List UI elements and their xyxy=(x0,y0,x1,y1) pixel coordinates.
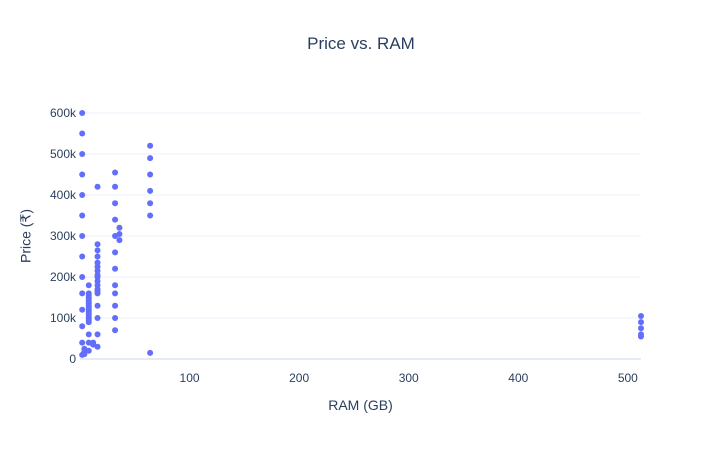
data-point xyxy=(79,110,86,116)
y-tick-label: 100k xyxy=(50,311,77,325)
x-tick-label: 400 xyxy=(508,371,528,385)
data-point xyxy=(638,333,644,340)
data-point xyxy=(94,290,101,297)
data-point xyxy=(81,351,88,358)
data-point xyxy=(79,323,86,330)
y-axis-title: Price (₹) xyxy=(17,208,34,264)
data-point xyxy=(638,319,644,326)
x-tick-label: 100 xyxy=(180,371,200,385)
data-point xyxy=(112,216,119,223)
data-point xyxy=(94,331,101,338)
data-point xyxy=(147,212,154,219)
data-point xyxy=(94,302,101,309)
data-point xyxy=(147,200,154,207)
x-tick-label: 300 xyxy=(399,371,419,385)
data-point xyxy=(94,263,101,270)
data-point xyxy=(85,319,92,326)
data-point xyxy=(112,315,119,321)
grid-lines xyxy=(80,112,641,360)
data-point xyxy=(94,315,101,321)
data-point xyxy=(116,224,123,231)
data-point xyxy=(112,327,119,334)
data-point xyxy=(85,347,92,354)
data-point xyxy=(79,274,86,280)
y-tick-label: 400k xyxy=(50,188,77,202)
data-point xyxy=(147,142,154,149)
data-point xyxy=(638,325,644,332)
data-point xyxy=(112,290,119,297)
data-point xyxy=(147,187,154,194)
y-tick-label: 200k xyxy=(50,270,77,284)
data-point xyxy=(147,171,154,178)
x-tick-label: 200 xyxy=(289,371,309,385)
x-axis-title: RAM (GB) xyxy=(328,397,393,413)
data-point xyxy=(112,200,119,207)
data-point xyxy=(79,290,86,297)
x-tick-label: 500 xyxy=(618,371,638,385)
data-point xyxy=(116,237,123,244)
data-point xyxy=(94,274,101,280)
data-point xyxy=(94,343,101,350)
data-point xyxy=(112,302,119,309)
y-tick-label: 500k xyxy=(50,147,77,161)
data-point xyxy=(79,130,86,137)
data-point xyxy=(94,278,101,285)
data-point xyxy=(638,312,644,319)
tick-labels: 0 100k 200k 300k 400k 500k 600k 100 200 300 400 500 xyxy=(50,106,638,385)
data-point xyxy=(147,349,154,356)
data-point xyxy=(94,247,101,254)
data-point xyxy=(85,282,92,289)
data-point xyxy=(79,171,86,178)
data-point xyxy=(79,192,86,198)
data-point xyxy=(112,265,119,272)
data-point xyxy=(94,259,101,266)
data-point xyxy=(94,183,101,190)
data-point xyxy=(116,230,123,237)
chart-title: Price vs. RAM xyxy=(307,34,415,53)
data-point xyxy=(112,249,119,256)
data-point xyxy=(94,241,101,248)
data-point xyxy=(79,212,86,219)
data-point xyxy=(79,339,86,346)
data-point xyxy=(79,253,86,260)
data-point xyxy=(94,267,101,274)
data-point xyxy=(94,282,101,289)
data-point xyxy=(79,151,86,157)
data-point xyxy=(147,155,154,162)
data-point xyxy=(79,233,86,239)
y-tick-label: 300k xyxy=(50,229,77,243)
data-points xyxy=(79,110,644,358)
y-tick-label: 600k xyxy=(50,106,77,120)
data-point xyxy=(112,183,119,190)
data-point xyxy=(112,282,119,289)
data-point xyxy=(94,253,101,260)
data-point xyxy=(112,169,119,176)
data-point xyxy=(85,331,92,338)
data-point xyxy=(79,306,86,313)
y-tick-label: 0 xyxy=(69,352,76,366)
